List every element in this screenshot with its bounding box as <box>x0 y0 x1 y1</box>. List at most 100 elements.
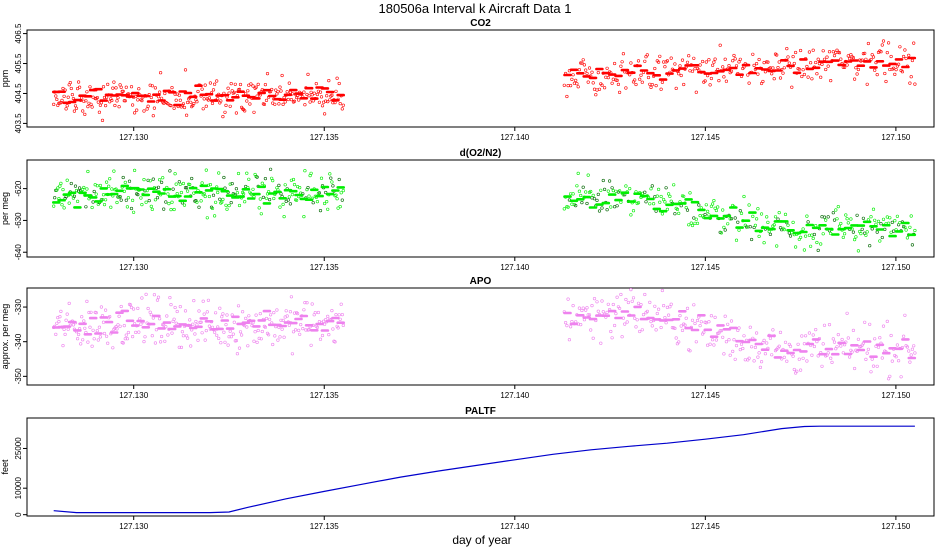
apo-raw-point <box>280 327 284 331</box>
o2n2-raw-point <box>200 181 204 185</box>
apo-raw-point <box>592 297 597 301</box>
co2-raw-point <box>196 89 200 94</box>
co2-raw-point <box>656 60 661 64</box>
apo-raw-point <box>240 333 244 337</box>
co2-raw-point <box>654 83 658 88</box>
o2n2-raw-point <box>255 175 259 179</box>
o2n2-raw-point <box>629 213 633 217</box>
apo-raw-point <box>753 345 758 350</box>
o2n2-raw-point <box>166 192 170 196</box>
apo-raw-point <box>268 317 272 321</box>
co2-raw-point <box>151 114 155 118</box>
co2-raw-point <box>202 97 206 101</box>
o2n2-raw-point <box>714 208 719 213</box>
o2n2-raw-point <box>268 198 272 202</box>
apo-raw-point <box>128 303 133 307</box>
o2n2-raw-point <box>819 242 823 246</box>
o2n2-raw-point <box>146 178 150 182</box>
co2-raw-point <box>76 80 81 84</box>
apo-raw-point <box>303 301 307 305</box>
co2-raw-point <box>292 99 297 103</box>
co2-raw-point <box>883 71 887 76</box>
apo-raw-point <box>165 314 169 318</box>
o2n2-raw-point <box>849 217 853 221</box>
apo-raw-point <box>601 310 605 314</box>
apo-raw-point <box>736 328 740 333</box>
o2n2-raw-point <box>682 194 686 198</box>
apo-raw-point <box>285 314 289 318</box>
o2n2-raw-point <box>123 180 127 184</box>
apo-raw-point <box>623 322 627 326</box>
co2-raw-point <box>234 111 238 115</box>
apo-raw-point <box>255 340 259 345</box>
o2n2-raw-point <box>786 223 790 227</box>
co2-raw-point <box>117 105 121 109</box>
co2-raw-point <box>674 86 678 90</box>
o2n2-raw-point <box>161 176 165 180</box>
co2-raw-point <box>226 86 230 90</box>
apo-raw-point <box>851 328 856 333</box>
apo-raw-point <box>814 328 818 332</box>
o2n2-x-ticks: 127.130 127.135 127.140 127.145 127.150 <box>119 257 911 272</box>
apo-raw-point <box>297 328 301 333</box>
apo-raw-point <box>629 288 633 292</box>
co2-raw-point <box>153 86 157 90</box>
apo-raw-point <box>247 314 251 318</box>
co2-raw-point <box>81 109 85 113</box>
o2n2-raw-point <box>723 228 727 232</box>
apo-raw-point <box>330 309 334 313</box>
o2n2-raw-point <box>227 204 231 208</box>
co2-raw-point <box>238 82 243 87</box>
apo-y-tick-label: -350 <box>14 368 23 385</box>
o2n2-raw-point <box>576 171 580 175</box>
o2n2-raw-point <box>824 218 828 222</box>
apo-raw-point <box>820 364 824 368</box>
o2n2-raw-point <box>303 169 307 173</box>
o2n2-raw-point <box>871 207 876 211</box>
apo-raw-point <box>765 341 769 345</box>
o2n2-raw-point <box>112 169 116 173</box>
co2-raw-point <box>133 111 137 115</box>
apo-raw-point <box>327 333 331 337</box>
o2n2-raw-point <box>278 205 282 209</box>
o2n2-raw-point <box>172 207 176 212</box>
o2n2-raw-point <box>690 223 695 228</box>
apo-raw-point <box>254 313 258 317</box>
co2-panel-title: CO2 <box>470 18 491 29</box>
o2n2-raw-point <box>631 209 636 213</box>
apo-raw-point <box>692 303 696 307</box>
o2n2-raw-point <box>287 195 291 199</box>
apo-raw-point <box>714 338 719 342</box>
co2-raw-point <box>229 81 233 86</box>
o2n2-raw-point <box>842 232 847 236</box>
o2n2-raw-point <box>793 245 798 249</box>
co2-raw-point <box>149 95 153 100</box>
co2-y-tick-label: 404.5 <box>14 83 23 104</box>
apo-raw-point <box>679 324 683 328</box>
o2n2-y-tick-label: -630 <box>14 212 23 229</box>
apo-raw-point <box>610 336 614 340</box>
co2-raw-point <box>602 86 607 90</box>
o2n2-raw-point <box>602 187 607 191</box>
apo-raw-point <box>246 344 250 348</box>
paltf-x-tick-label: 127.150 <box>881 522 910 531</box>
apo-raw-point <box>639 303 643 307</box>
o2n2-raw-point <box>182 203 187 207</box>
apo-raw-point <box>885 319 889 324</box>
co2-raw-point <box>865 82 869 86</box>
co2-raw-point <box>746 73 750 77</box>
apo-raw-point <box>104 334 109 338</box>
apo-raw-point <box>122 324 126 328</box>
co2-raw-point <box>97 110 101 114</box>
o2n2-raw-point <box>129 206 134 211</box>
apo-raw-point <box>272 311 276 315</box>
co2-raw-point <box>340 107 344 111</box>
paltf-panel: PALTF feet 127.130 127.135 127.140 127.145 1… <box>0 406 935 531</box>
o2n2-raw-point <box>870 227 874 231</box>
o2n2-raw-point <box>852 238 857 242</box>
co2-x-tick-label: 127.130 <box>119 133 148 142</box>
o2n2-raw-point <box>281 202 285 206</box>
co2-raw-point <box>761 79 765 84</box>
co2-raw-point <box>146 104 150 108</box>
co2-raw-point <box>233 82 237 86</box>
